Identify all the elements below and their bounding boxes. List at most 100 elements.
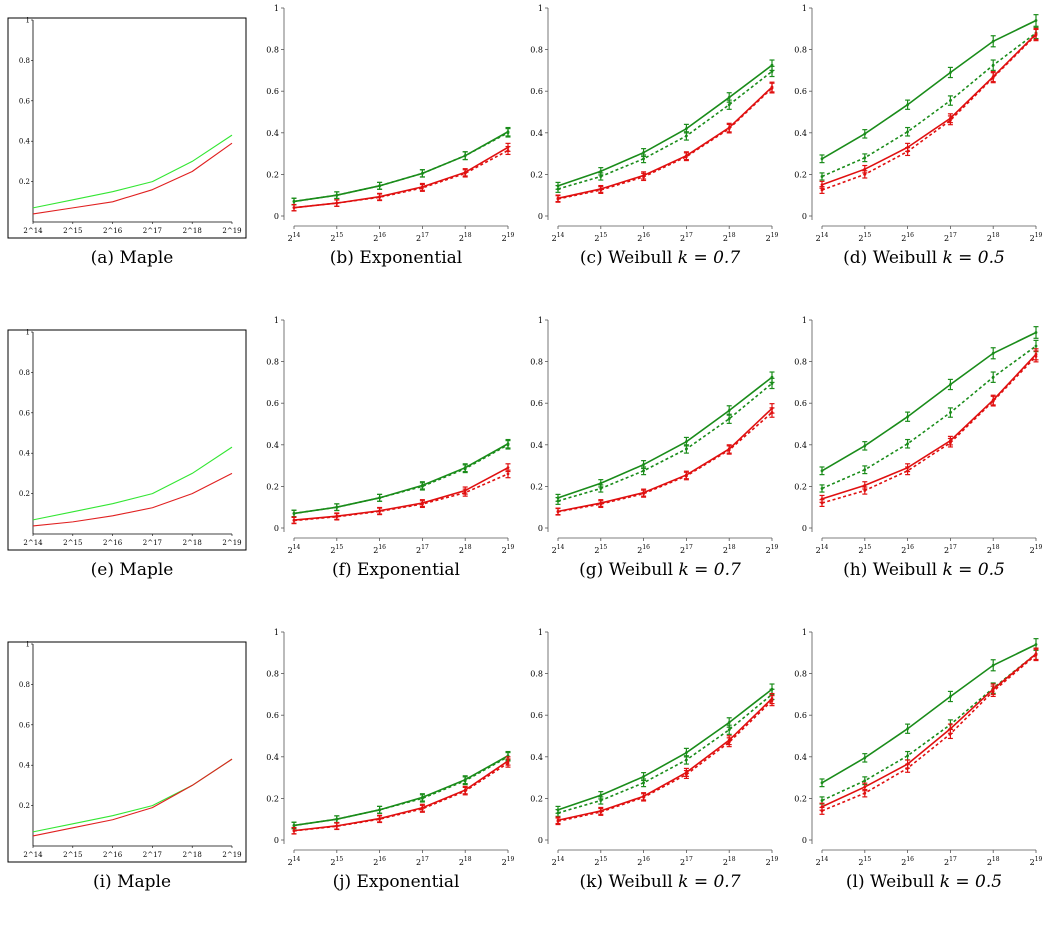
series-line xyxy=(557,407,773,513)
data-point xyxy=(335,201,339,205)
subplot-svg: 0 0.2 0.4 0.6 0.8 1 214 215 216 217 218 219 xyxy=(266,4,514,243)
plot-frame: 0 0.2 0.4 0.6 0.8 1 214 215 216 217 218 219 xyxy=(530,628,778,867)
maple-curve-maple_red xyxy=(32,472,233,527)
data-point xyxy=(727,96,731,99)
x-tick-label: 2^18 xyxy=(183,227,202,235)
maple-curve-maple_green xyxy=(32,446,233,521)
x-tick-label: 2^15 xyxy=(63,851,82,859)
y-tick-label: 0.4 xyxy=(266,129,279,138)
x-tick-label: 216 xyxy=(637,232,650,243)
y-tick-label: 1 xyxy=(802,628,807,637)
y-tick-label: 0.6 xyxy=(530,399,543,408)
data-point xyxy=(421,171,424,175)
x-tick-label: 219 xyxy=(766,544,779,555)
caption-text: Weibull xyxy=(870,872,935,892)
subplot-g: 0 0.2 0.4 0.6 0.8 1 214 215 216 217 218 219 (g) Weib… xyxy=(528,312,792,615)
maple-frame xyxy=(7,329,247,551)
x-tick-label: 217 xyxy=(680,856,693,867)
data-point xyxy=(292,829,296,833)
y-tick-label: 0.4 xyxy=(266,753,279,762)
y-tick-label: 1 xyxy=(26,641,30,649)
data-point xyxy=(463,467,467,471)
data-point xyxy=(906,727,909,731)
series-red-solid xyxy=(555,403,775,516)
series-red-solid xyxy=(819,27,1039,189)
caption-label: (c) xyxy=(579,248,603,268)
plot-frame: 0 0.2 0.4 0.6 0.8 1 214 215 216 217 218 219 xyxy=(794,4,1042,243)
data-point xyxy=(820,469,824,473)
data-point xyxy=(991,351,995,355)
data-point xyxy=(770,382,774,385)
y-tick-label: 0.4 xyxy=(530,129,543,138)
data-point xyxy=(556,187,560,191)
data-point xyxy=(642,157,645,161)
data-point xyxy=(727,721,731,724)
x-tick-label: 217 xyxy=(944,856,957,867)
series-line xyxy=(293,762,509,832)
x-tick-label: 214 xyxy=(288,232,301,243)
data-point xyxy=(770,70,774,73)
y-tick-label: 0.6 xyxy=(530,87,543,96)
x-tick-label: 215 xyxy=(330,544,343,555)
data-point xyxy=(642,781,645,785)
series-line xyxy=(557,697,773,822)
data-point xyxy=(685,440,688,444)
data-point xyxy=(556,811,560,815)
data-point xyxy=(991,375,995,379)
x-tick-label: 219 xyxy=(1030,544,1043,555)
data-point xyxy=(727,103,731,107)
x-tick-label: 2^19 xyxy=(222,539,241,547)
x-tick-label: 219 xyxy=(1030,856,1043,867)
data-point xyxy=(421,186,424,190)
x-tick-label: 2^16 xyxy=(103,227,123,235)
series-line xyxy=(821,643,1037,784)
data-point xyxy=(642,795,645,799)
data-point xyxy=(685,155,688,159)
data-point xyxy=(463,154,467,158)
data-point xyxy=(906,442,909,446)
data-point xyxy=(949,383,952,386)
x-tick-label: 2^19 xyxy=(222,227,241,235)
data-point xyxy=(335,515,339,519)
series-line xyxy=(293,444,509,515)
plot-frame: 0 0.2 0.4 0.6 0.8 1 214 215 216 217 218 219 xyxy=(530,4,778,243)
series-line xyxy=(821,19,1037,160)
plot-frame: 0 0.2 0.4 0.6 0.8 1 214 215 216 217 218 219 xyxy=(530,316,778,555)
data-point xyxy=(991,63,995,67)
data-point xyxy=(906,415,909,419)
x-tick-label: 215 xyxy=(594,856,607,867)
y-tick-label: 0.6 xyxy=(266,87,279,96)
caption-label: (d) xyxy=(843,248,868,268)
data-point xyxy=(685,751,688,755)
data-point xyxy=(906,103,909,107)
y-tick-label: 0 xyxy=(538,212,543,221)
series-green-dashed xyxy=(819,26,1039,181)
subplot-caption: (a) Maple xyxy=(0,248,264,268)
data-point xyxy=(421,797,424,800)
data-point xyxy=(820,799,824,802)
caption-text: Exponential xyxy=(356,872,460,892)
y-tick-label: 0 xyxy=(802,212,807,221)
data-point xyxy=(770,411,774,414)
x-tick-label: 2^17 xyxy=(143,851,162,859)
maple-curve-maple_red xyxy=(32,758,233,837)
x-tick-label: 215 xyxy=(858,232,871,243)
y-tick-label: 0.8 xyxy=(266,670,279,679)
x-tick-label: 218 xyxy=(987,856,1000,867)
subplot-svg: 1 0.8 0.6 0.4 0.2 2^14 2^15 2^16 2^17 2^18 2^19 xyxy=(7,329,247,551)
x-tick-label: 216 xyxy=(373,856,386,867)
y-tick-label: 0 xyxy=(274,836,279,845)
data-point xyxy=(906,150,909,153)
x-tick-label: 214 xyxy=(288,544,301,555)
data-point xyxy=(727,417,731,421)
x-tick-label: 2^14 xyxy=(23,539,43,547)
plot-frame: 0 0.2 0.4 0.6 0.8 1 214 215 216 217 218 219 xyxy=(794,316,1042,555)
series-line xyxy=(293,146,509,209)
x-tick-label: 217 xyxy=(416,856,429,867)
data-point xyxy=(1034,19,1038,22)
x-tick-label: 218 xyxy=(459,232,472,243)
y-tick-label: 0.4 xyxy=(19,138,31,146)
y-tick-label: 0.8 xyxy=(266,46,279,55)
subplot-h: 0 0.2 0.4 0.6 0.8 1 214 215 216 217 218 219 (h) Weib… xyxy=(792,312,1056,615)
